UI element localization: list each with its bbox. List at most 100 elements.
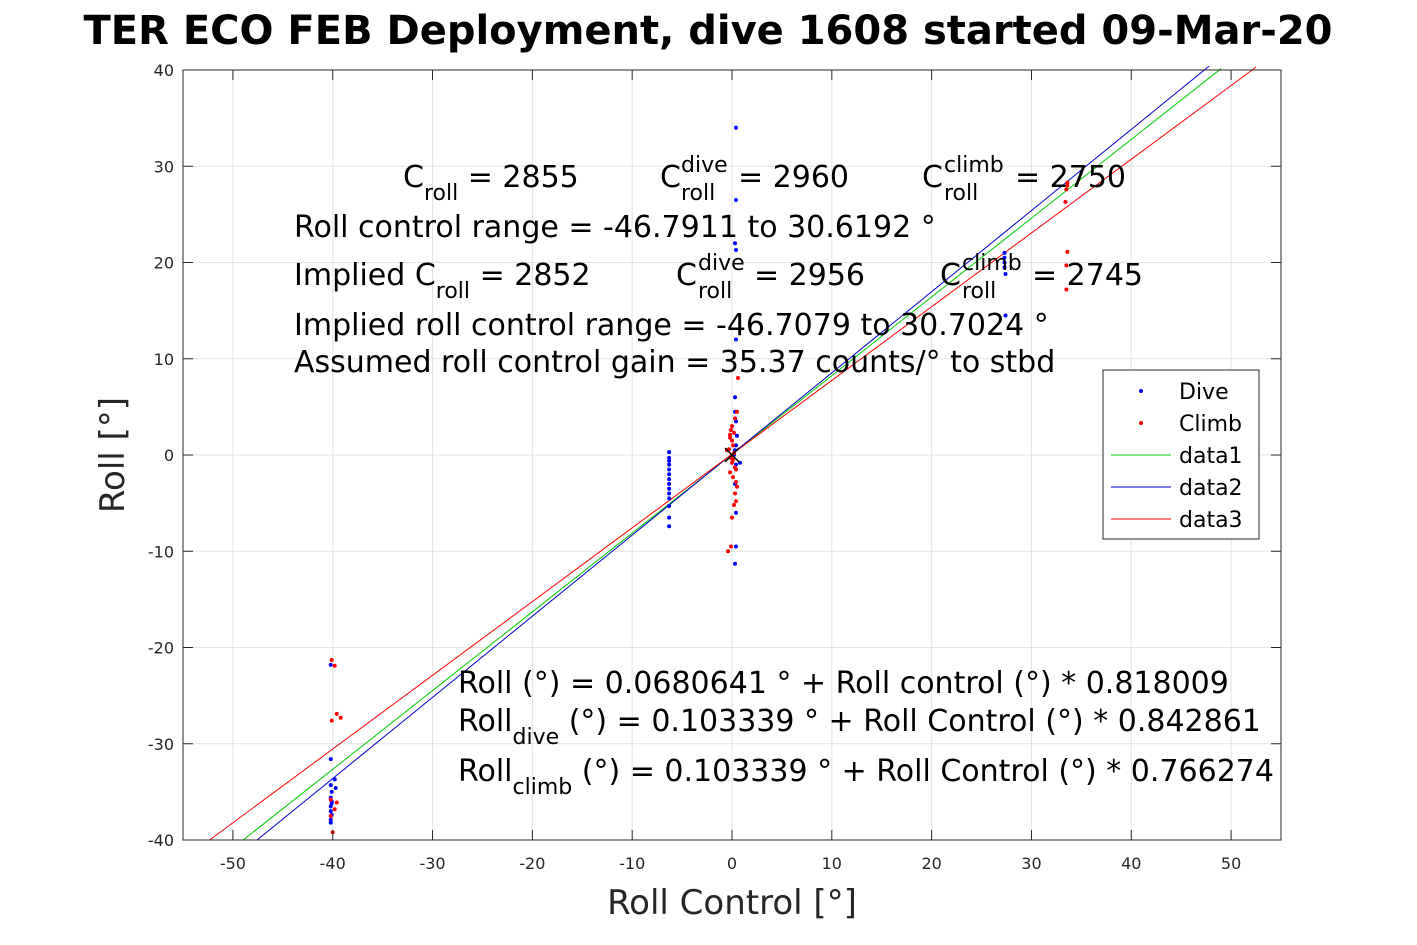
dive-point bbox=[733, 544, 738, 549]
dive-point bbox=[733, 197, 738, 202]
y-tick-label: -20 bbox=[148, 639, 174, 658]
x-tick-label: -40 bbox=[320, 854, 346, 873]
climb-point bbox=[730, 457, 735, 462]
climb-point bbox=[1063, 199, 1068, 204]
dive-point bbox=[733, 510, 738, 515]
y-tick-label: 30 bbox=[154, 157, 174, 176]
c-dive-value: = 2960 bbox=[738, 160, 849, 195]
dive-point bbox=[732, 395, 737, 400]
climb-point bbox=[329, 658, 334, 663]
dive-point bbox=[667, 491, 672, 496]
dive-point bbox=[328, 809, 333, 814]
c-climb-sub: roll bbox=[944, 181, 978, 206]
dive-point bbox=[733, 337, 738, 342]
climb-point bbox=[726, 549, 731, 554]
climb-point bbox=[729, 544, 734, 549]
climb-point bbox=[731, 430, 736, 435]
dive-point bbox=[667, 450, 672, 455]
dive-equation: Rolldive (°) = 0.103339 ° + Roll Control… bbox=[458, 704, 1261, 750]
climb-point bbox=[732, 416, 737, 421]
dive-point bbox=[667, 467, 672, 472]
x-tick-label: 40 bbox=[1121, 854, 1141, 873]
implied-c-dive-sub: roll bbox=[698, 279, 732, 304]
dive-point bbox=[667, 472, 672, 477]
climb-point bbox=[328, 797, 333, 802]
dive-point bbox=[734, 433, 739, 438]
climb-point bbox=[332, 663, 337, 668]
c-dive-sub: roll bbox=[681, 181, 715, 206]
legend-label-data1: data1 bbox=[1179, 444, 1243, 469]
y-tick-label: 20 bbox=[154, 254, 174, 273]
implied-c-roll: Implied Croll = 2852 bbox=[294, 258, 591, 304]
legend-label-Dive: Dive bbox=[1179, 380, 1229, 405]
climb-point bbox=[730, 515, 734, 520]
climb-point bbox=[733, 499, 738, 504]
x-tick-label: -30 bbox=[419, 854, 445, 873]
climb-point bbox=[733, 467, 738, 472]
dive-point bbox=[1003, 313, 1008, 318]
dive-point bbox=[733, 125, 738, 130]
climb-point bbox=[1065, 183, 1070, 188]
bottom-annotations: Roll (°) = 0.0680641 ° + Roll control (°… bbox=[458, 666, 1274, 800]
dive-point bbox=[667, 496, 672, 501]
dive-point bbox=[667, 477, 672, 482]
x-tick-label: -50 bbox=[220, 854, 246, 873]
dive-point bbox=[1002, 250, 1007, 255]
climb-point bbox=[731, 503, 736, 508]
climb-point bbox=[1064, 187, 1069, 192]
assumed-gain: Assumed roll control gain = 35.37 counts… bbox=[294, 345, 1055, 380]
y-tick-label: -30 bbox=[148, 735, 174, 754]
climb-point bbox=[328, 813, 333, 818]
x-tick-label: 30 bbox=[1021, 854, 1041, 873]
top-annotations: Croll = 2855 C dive roll = 2960 C climb … bbox=[294, 153, 1143, 380]
implied-roll-control-range: Implied roll control range = -46.7079 to… bbox=[294, 308, 1049, 343]
climb-point bbox=[734, 484, 739, 489]
legend-label-data3: data3 bbox=[1179, 508, 1243, 533]
climb-point bbox=[329, 718, 334, 723]
x-tick-label: 10 bbox=[822, 854, 842, 873]
dive-point bbox=[328, 820, 333, 825]
dive-point bbox=[667, 524, 672, 529]
dive-point bbox=[732, 561, 737, 566]
dive-point bbox=[1003, 272, 1008, 277]
x-axis-ticks: -50 -40 -30 -20 -10 0 10 20 30 40 50 bbox=[220, 70, 1241, 873]
c-climb-value: = 2750 bbox=[1015, 160, 1126, 195]
dive-point bbox=[328, 817, 333, 822]
dive-point bbox=[332, 777, 337, 782]
legend: Dive Climb data1 data2 data3 bbox=[1102, 369, 1260, 540]
dive-point bbox=[667, 458, 672, 463]
c-climb-annotation: C bbox=[922, 160, 943, 195]
climb-point bbox=[332, 807, 337, 812]
climb-point bbox=[730, 438, 734, 443]
implied-c-dive-sup: dive bbox=[698, 251, 745, 276]
fit-equation: Roll (°) = 0.0680641 ° + Roll control (°… bbox=[458, 666, 1229, 701]
x-tick-label: -20 bbox=[519, 854, 545, 873]
dive-point bbox=[328, 783, 333, 788]
dive-point bbox=[1002, 260, 1007, 265]
legend-label-Climb: Climb bbox=[1179, 412, 1242, 437]
implied-c-climb-sub: roll bbox=[962, 279, 996, 304]
c-climb-sup: climb bbox=[944, 153, 1004, 178]
x-axis-label: Roll Control [°] bbox=[607, 883, 857, 923]
x-tick-label: 0 bbox=[727, 854, 737, 873]
climb-point bbox=[728, 432, 733, 437]
climb-point bbox=[729, 427, 734, 432]
climb-point bbox=[733, 479, 738, 484]
implied-c-dive-value: = 2956 bbox=[754, 258, 865, 293]
origin-marker bbox=[724, 447, 740, 463]
implied-c-climb-value: = 2745 bbox=[1032, 258, 1143, 293]
dive-point bbox=[1002, 255, 1007, 260]
dive-point bbox=[667, 462, 672, 467]
roll-control-range: Roll control range = -46.7911 to 30.6192… bbox=[294, 210, 936, 245]
dive-point bbox=[328, 757, 333, 762]
y-tick-label: 10 bbox=[154, 350, 174, 369]
x-tick-label: 20 bbox=[921, 854, 941, 873]
dive-point bbox=[667, 481, 672, 486]
climb-point bbox=[734, 409, 739, 414]
climb-point bbox=[338, 715, 343, 720]
dive-point bbox=[732, 241, 737, 246]
climb-point bbox=[730, 443, 735, 448]
c-roll-annotation: Croll = 2855 bbox=[403, 160, 579, 206]
climb-point bbox=[728, 470, 733, 475]
x-tick-label: -10 bbox=[619, 854, 645, 873]
